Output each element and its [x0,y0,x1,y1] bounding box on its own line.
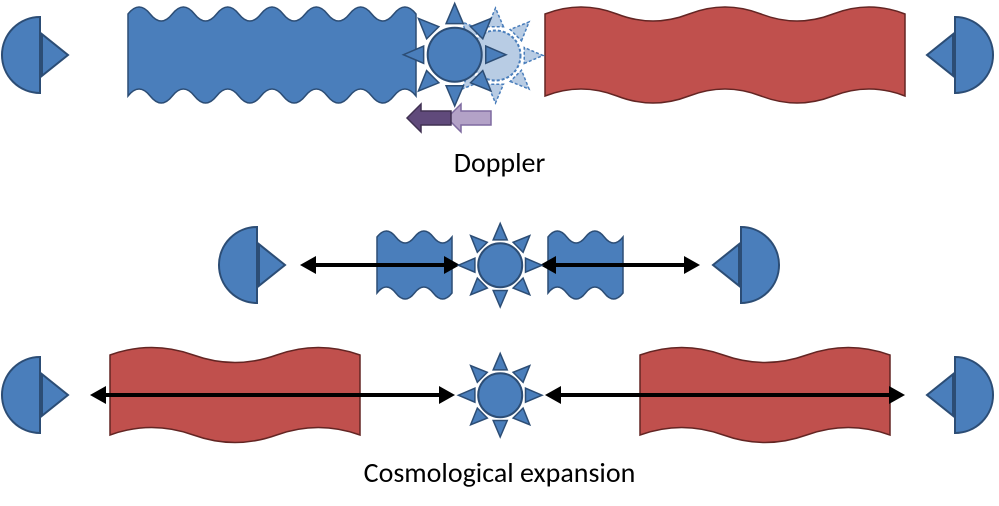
expansion-label: Cosmological expansion [0,455,999,490]
expansion-after-observer-left-icon [1,356,79,434]
expansion-before-observer-left-icon [218,226,296,304]
expansion-after-observer-right-icon [916,356,994,434]
doppler-label: Doppler [0,145,999,180]
doppler-observer-left-icon [1,16,79,94]
expansion-before-arrow-right-icon [526,251,714,279]
expansion-before-arrow-left-icon [286,251,474,279]
expansion-after-sun-icon [454,349,546,441]
doppler-wave-red [545,0,905,112]
doppler-observer-right-icon [916,16,994,94]
doppler-sun-icon [398,0,511,112]
expansion-after-arrow-left-icon [76,381,469,409]
doppler-wave-blue [128,0,416,112]
doppler-velocity-arrow-icon [407,104,451,132]
doppler-velocity-arrow-ghost-icon [447,104,491,132]
expansion-before-observer-right-icon [702,226,780,304]
expansion-before-sun-icon [454,219,546,311]
expansion-after-arrow-right-icon [531,381,919,409]
